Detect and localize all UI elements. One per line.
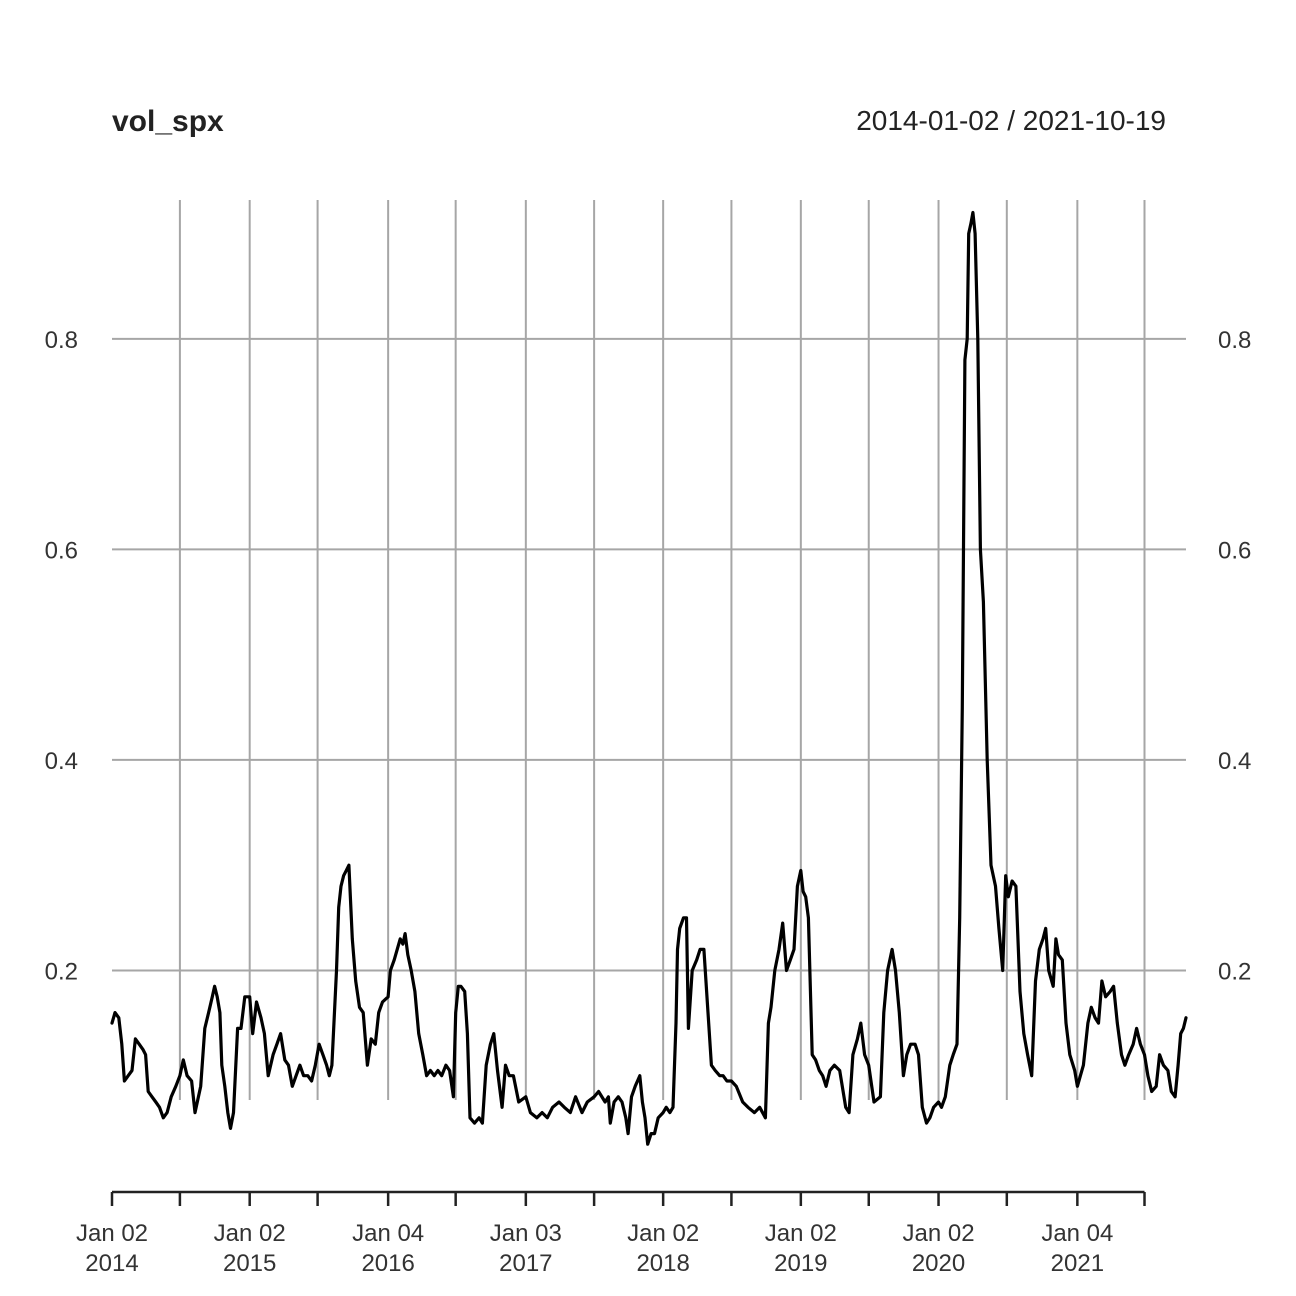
x-tick-year-1: 2015 [223, 1250, 276, 1277]
y-tick-label-left-3: 0.8 [45, 327, 78, 354]
x-tick-label-4: Jan 02 [627, 1220, 699, 1247]
x-tick-year-7: 2021 [1051, 1250, 1104, 1277]
x-tick-year-4: 2018 [636, 1250, 689, 1277]
x-tick-label-0: Jan 02 [76, 1220, 148, 1247]
x-tick-label-1: Jan 02 [214, 1220, 286, 1247]
y-tick-label-left-2: 0.6 [45, 537, 78, 564]
x-tick-label-5: Jan 02 [765, 1220, 837, 1247]
x-tick-label-2: Jan 04 [352, 1220, 424, 1247]
x-tick-year-5: 2019 [774, 1250, 827, 1277]
y-axis-right: 0.2 0.4 0.6 0.8 [1218, 327, 1251, 986]
series-line [110, 210, 1188, 1146]
y-tick-label-left-1: 0.4 [45, 748, 78, 775]
x-tick-year-0: 2014 [85, 1250, 138, 1277]
x-tick-label-6: Jan 02 [902, 1220, 974, 1247]
y-axis-left: 0.2 0.4 0.6 0.8 [45, 327, 78, 986]
x-tick-label-7: Jan 04 [1041, 1220, 1113, 1247]
x-axis: Jan 02 2014 Jan 02 2015 Jan 04 2016 Jan 03 2017… [76, 1190, 1146, 1277]
x-tick-year-2: 2016 [361, 1250, 414, 1277]
y-tick-label-right-0: 0.2 [1218, 958, 1251, 985]
y-tick-label-right-2: 0.6 [1218, 537, 1251, 564]
y-tick-label-right-1: 0.4 [1218, 748, 1251, 775]
x-tick-year-6: 2020 [912, 1250, 965, 1277]
x-tick-year-3: 2017 [499, 1250, 552, 1277]
y-tick-label-right-3: 0.8 [1218, 327, 1251, 354]
grid [112, 200, 1186, 1100]
date-range-label: 2014-01-02 / 2021-10-19 [856, 105, 1166, 136]
x-tick-label-3: Jan 03 [490, 1220, 562, 1247]
y-tick-label-left-0: 0.2 [45, 958, 78, 985]
chart-title: vol_spx [112, 105, 224, 138]
